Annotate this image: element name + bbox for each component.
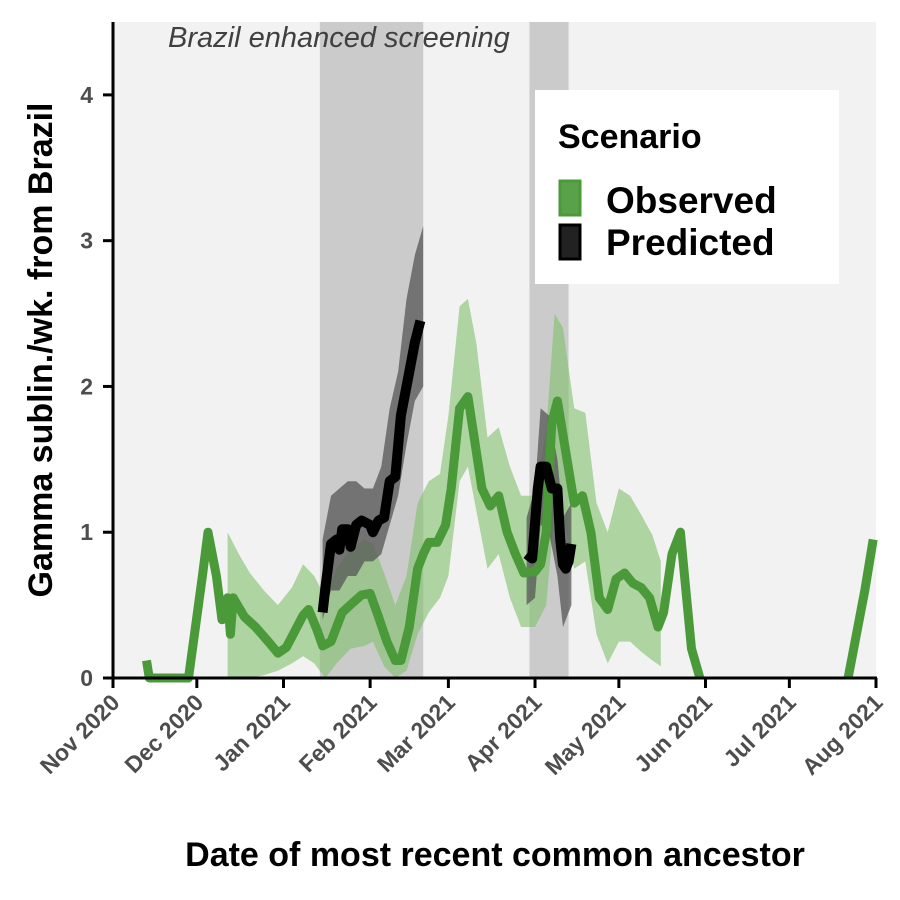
y-tick-label: 3 xyxy=(80,228,93,254)
y-tick-label: 2 xyxy=(80,373,93,399)
x-tick-label: Jul 2021 xyxy=(718,689,801,772)
y-tick-label: 1 xyxy=(80,519,93,545)
legend: Scenario Observed Predicted xyxy=(535,90,839,284)
line-predicted-0 xyxy=(317,319,426,613)
y-tick-label: 0 xyxy=(80,665,93,691)
annotation: Brazil enhanced screening xyxy=(168,22,510,54)
x-tick-label: Jan 2021 xyxy=(208,689,295,776)
legend-label-observed: Observed xyxy=(606,180,777,221)
x-axis-title: Date of most recent common ancestor xyxy=(185,836,805,874)
x-tick-label: Feb 2021 xyxy=(294,689,382,777)
x-tick-label: Apr 2021 xyxy=(459,689,546,776)
legend-key-predicted xyxy=(558,223,582,261)
legend-box xyxy=(535,90,839,284)
legend-key-observed xyxy=(558,179,582,217)
line-observed-1 xyxy=(843,538,878,679)
x-tick-label: Jun 2021 xyxy=(629,689,717,777)
series-lines xyxy=(142,319,878,683)
x-tick-label: Nov 2020 xyxy=(35,689,125,779)
y-tick-label: 4 xyxy=(80,82,93,108)
y-axis-ticks: 0 1 2 3 4 xyxy=(80,82,113,691)
x-tick-label: May 2021 xyxy=(540,689,631,780)
legend-label-predicted: Predicted xyxy=(606,222,775,263)
x-tick-label: Dec 2020 xyxy=(119,689,208,778)
line-observed-0 xyxy=(142,392,705,683)
x-tick-label: Mar 2021 xyxy=(372,689,460,777)
x-tick-label: Aug 2021 xyxy=(797,689,888,780)
legend-title: Scenario xyxy=(558,118,702,156)
band-predicted-0 xyxy=(322,226,424,620)
y-axis-title: Gamma sublin./wk. from Brazil xyxy=(22,102,60,597)
line-predicted-1 xyxy=(523,461,577,574)
